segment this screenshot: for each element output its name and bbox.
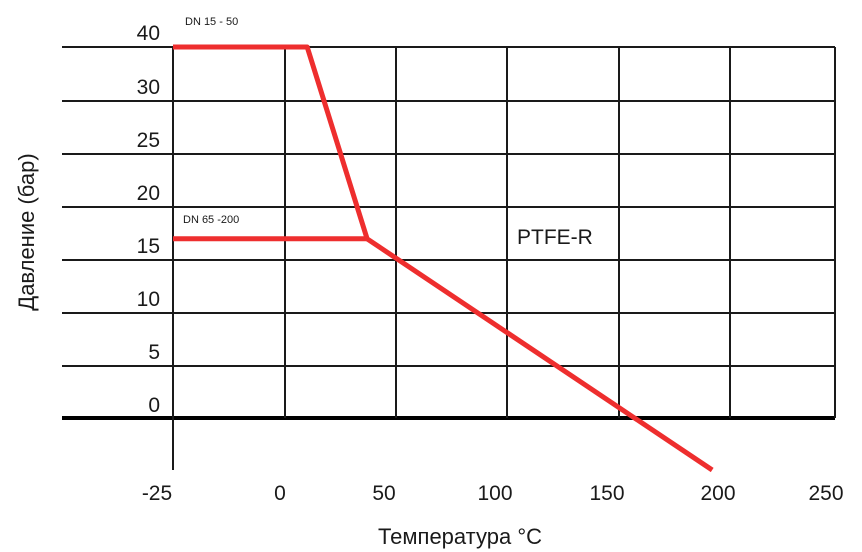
series-label-dn65-200: DN 65 -200 (183, 214, 239, 226)
annotation-ptfe-r: PTFE-R (517, 226, 593, 249)
grid (62, 46, 836, 470)
x-tick-label: 0 (274, 482, 286, 505)
y-tick-label: 0 (148, 394, 160, 417)
x-tick-label: -25 (142, 482, 172, 505)
series-label-dn15-50: DN 15 - 50 (185, 16, 238, 28)
y-tick-label: 20 (137, 182, 160, 205)
y-tick-label: 30 (137, 76, 160, 99)
y-tick-label: 40 (137, 22, 160, 45)
x-tick-label: 100 (477, 482, 512, 505)
series-layer (173, 44, 714, 473)
x-tick-label: 50 (372, 482, 395, 505)
y-tick-label: 5 (148, 341, 160, 364)
y-axis-title: Давление (бар) (14, 153, 39, 310)
series-line-0 (173, 44, 714, 473)
x-axis-title: Температура °C (378, 524, 542, 549)
x-tick-label: 150 (589, 482, 624, 505)
x-tick-label: 250 (808, 482, 843, 505)
y-tick-label: 25 (137, 129, 160, 152)
y-tick-label: 15 (137, 235, 160, 258)
y-tick-label: 10 (137, 288, 160, 311)
x-tick-label: 200 (700, 482, 735, 505)
